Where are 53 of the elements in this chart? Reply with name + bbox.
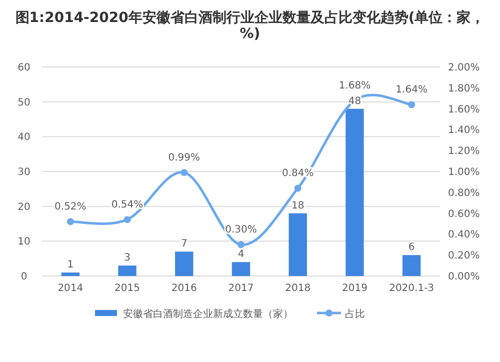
y2-tick-label: 0.60% bbox=[448, 208, 480, 220]
point bbox=[180, 169, 188, 176]
data-label: 1.64% bbox=[396, 84, 428, 96]
bar bbox=[288, 213, 307, 276]
y2-tick-label: 1.80% bbox=[448, 83, 480, 94]
legend-label: 占比 bbox=[345, 308, 365, 320]
y-tick-label: 0 bbox=[20, 272, 28, 282]
point bbox=[238, 241, 244, 248]
data-label: 0.52% bbox=[54, 202, 86, 213]
y2-tick-label: 0.40% bbox=[448, 230, 480, 241]
y-tick-label: 10 bbox=[18, 236, 30, 248]
x-tick-label: 2017 bbox=[228, 283, 254, 294]
y2-tick-label: 1.40% bbox=[448, 125, 480, 136]
data-label: 4 bbox=[238, 249, 244, 260]
point bbox=[66, 218, 74, 226]
y-tick-label: 30 bbox=[18, 167, 30, 178]
x-tick-label: 2015 bbox=[114, 283, 140, 294]
y-tick-label: 50 bbox=[18, 97, 30, 108]
x-tick-label: 2019 bbox=[342, 283, 368, 294]
point bbox=[408, 101, 416, 108]
data-label: 0.30% bbox=[225, 224, 257, 236]
y-tick-label: 40 bbox=[18, 132, 30, 144]
point bbox=[124, 216, 131, 224]
legend-label: 安徽省白酒制造企业新成立数量（家） bbox=[123, 308, 293, 320]
data-label: 7 bbox=[180, 238, 188, 250]
x-tick-label: 2016 bbox=[171, 283, 197, 294]
y2-tick-label: 2.00% bbox=[448, 62, 480, 74]
data-label: 3 bbox=[124, 252, 130, 264]
bar bbox=[346, 108, 364, 276]
data-label: 6 bbox=[408, 242, 415, 254]
data-label: 1 bbox=[67, 260, 74, 271]
data-label: 18 bbox=[291, 200, 304, 212]
point bbox=[294, 184, 302, 192]
y-tick-label: 20 bbox=[18, 202, 30, 213]
y2-tick-label: 0.00% bbox=[448, 272, 480, 282]
y2-tick-label: 1.60% bbox=[448, 104, 480, 116]
bar bbox=[232, 262, 250, 276]
data-label: 1.68% bbox=[338, 80, 371, 92]
bar bbox=[118, 266, 136, 276]
chart-title: 图1:2014-2020年安徽省白酒制行业企业数量及占比变化趋势(单位：家，%) bbox=[15, 9, 485, 42]
y-tick-label: 60 bbox=[18, 62, 30, 74]
bar bbox=[175, 252, 194, 276]
x-tick-label: 2018 bbox=[285, 283, 311, 294]
data-label: 0.54% bbox=[111, 200, 144, 211]
bar bbox=[61, 272, 80, 276]
x-tick-label: 2014 bbox=[58, 283, 84, 294]
y2-tick-label: 1.20% bbox=[448, 146, 480, 158]
y2-tick-label: 0.20% bbox=[448, 250, 480, 262]
y2-tick-label: 0.80% bbox=[448, 188, 480, 199]
bar bbox=[402, 255, 421, 276]
data-label: 0.99% bbox=[168, 152, 200, 164]
y2-tick-label: 1.00% bbox=[448, 167, 480, 178]
x-tick-label: 2020.1-3 bbox=[389, 283, 434, 294]
